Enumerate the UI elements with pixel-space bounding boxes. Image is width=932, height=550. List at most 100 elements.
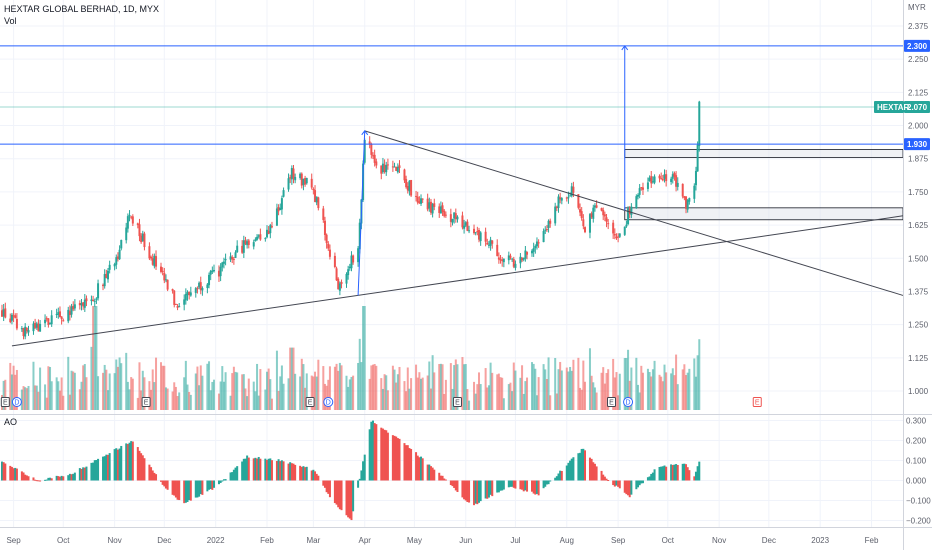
- projection-line[interactable]: [357, 130, 366, 296]
- ao-bar: [444, 479, 447, 481]
- ao-bar: [554, 477, 557, 481]
- ao-bar: [502, 480, 505, 490]
- candle: [468, 230, 471, 232]
- earnings-marker[interactable]: [141, 397, 151, 407]
- ao-bar: [491, 480, 494, 497]
- volume-bar: [118, 357, 121, 410]
- candle: [312, 188, 315, 191]
- ao-bar: [120, 445, 123, 481]
- earnings-marker[interactable]: [752, 397, 762, 407]
- candle: [502, 258, 505, 263]
- candle: [264, 238, 267, 240]
- volume-bar: [491, 372, 494, 410]
- ao-bar: [92, 462, 95, 481]
- ao-bar: [360, 470, 363, 481]
- grid: [0, 0, 903, 527]
- candle: [507, 255, 510, 261]
- volume-bar: [95, 306, 98, 410]
- volume-bar: [327, 379, 330, 410]
- ao-bar: [252, 458, 255, 481]
- dividend-marker[interactable]: [11, 397, 22, 407]
- ao-bar: [259, 458, 262, 481]
- ao-bar: [9, 465, 12, 481]
- volume-bar: [277, 390, 280, 410]
- candle: [108, 264, 111, 270]
- candle: [118, 249, 121, 260]
- candle: [252, 242, 255, 247]
- earnings-marker[interactable]: [0, 397, 10, 407]
- ao-bar: [83, 467, 86, 481]
- ao-bar: [10, 466, 13, 481]
- ao-bar: [25, 475, 28, 481]
- ao-bar: [380, 427, 383, 481]
- candle: [4, 308, 7, 318]
- ao-bar: [236, 466, 239, 481]
- ao-bar: [279, 461, 282, 481]
- candle: [584, 227, 586, 233]
- volume-bar: [194, 373, 197, 410]
- volume-bar: [201, 375, 204, 410]
- dividend-marker[interactable]: [623, 397, 634, 407]
- ao-bar: [590, 458, 593, 481]
- volume-bar: [383, 374, 386, 410]
- volume-bar: [102, 372, 105, 410]
- volume-bar: [45, 397, 48, 410]
- volume-bar: [78, 389, 81, 410]
- volume-bar: [350, 376, 353, 410]
- dividend-marker[interactable]: [323, 397, 334, 407]
- volume-bar: [184, 360, 187, 410]
- volume-bar: [241, 374, 244, 410]
- candle: [592, 207, 595, 219]
- candle: [640, 187, 643, 189]
- volume-bar: [603, 383, 606, 410]
- ao-bar: [478, 480, 480, 503]
- ao-bar: [232, 469, 235, 481]
- ao-bar: [275, 461, 278, 481]
- volume-bar: [385, 375, 388, 410]
- candle: [328, 249, 331, 257]
- earnings-marker[interactable]: [305, 397, 315, 407]
- ao-bar: [345, 480, 348, 516]
- candle: [49, 323, 52, 325]
- candle: [325, 234, 328, 244]
- drawings[interactable]: [0, 45, 904, 347]
- candle: [280, 198, 283, 210]
- trendline[interactable]: [364, 130, 904, 296]
- earnings-marker[interactable]: [607, 397, 616, 407]
- volume-bar: [403, 381, 406, 410]
- candle: [549, 220, 552, 224]
- ao-bar: [164, 480, 167, 489]
- earnings-marker[interactable]: [452, 397, 462, 407]
- candle: [15, 318, 18, 329]
- volume-bar: [188, 391, 191, 410]
- earnings-marker-label: E: [755, 400, 760, 407]
- volume-bar: [577, 357, 580, 410]
- candle: [68, 311, 71, 316]
- ao-bar: [640, 480, 643, 484]
- candle: [102, 284, 105, 287]
- candles[interactable]: [1, 100, 701, 340]
- volume-bar: [310, 375, 313, 410]
- candle: [85, 298, 88, 302]
- volume-bar: [406, 367, 409, 410]
- ao-bar: [658, 466, 661, 481]
- ao-legend: AO: [4, 417, 17, 427]
- volume-bar: [496, 374, 499, 410]
- candle: [178, 306, 181, 308]
- ao-bar: [322, 480, 325, 486]
- y-tick-label: 1.625: [908, 221, 929, 230]
- ao-bar: [22, 472, 25, 481]
- y-tick-label: 1.750: [908, 188, 929, 197]
- volume-bar: [507, 384, 510, 410]
- x-tick-label: Jun: [459, 536, 472, 545]
- candle: [67, 309, 70, 322]
- volume-bar: [640, 365, 643, 410]
- volume-bar: [171, 391, 174, 410]
- trendline[interactable]: [11, 215, 904, 347]
- ao-bar: [375, 424, 378, 481]
- volume-bar: [461, 357, 464, 410]
- ao-bar: [426, 464, 429, 481]
- volume-bar: [256, 363, 259, 410]
